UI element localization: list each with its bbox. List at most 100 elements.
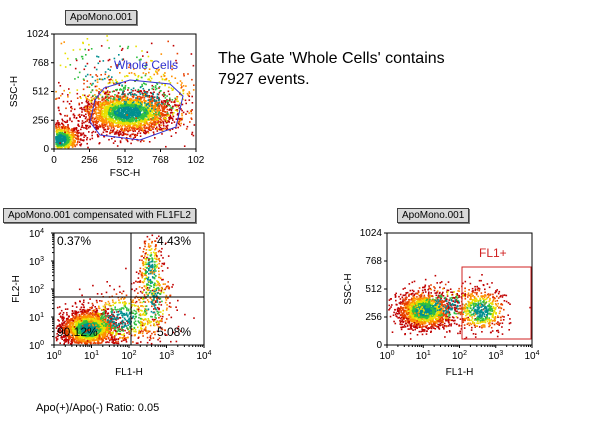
event-dot	[137, 102, 139, 104]
event-dot	[129, 112, 132, 115]
event-dot	[80, 138, 82, 140]
event-dot	[170, 87, 173, 89]
event-dot	[72, 143, 75, 146]
event-dot	[145, 132, 147, 134]
event-dot	[112, 104, 115, 106]
event-dot	[130, 88, 133, 91]
event-dot	[66, 126, 69, 128]
event-dot	[81, 333, 83, 336]
event-dot	[115, 342, 117, 344]
event-dot	[100, 331, 102, 334]
event-dot	[89, 309, 91, 311]
event-dot	[158, 128, 161, 131]
event-dot	[111, 327, 113, 330]
event-dot	[164, 84, 166, 86]
event-dot	[110, 129, 112, 132]
event-dot	[142, 114, 144, 117]
event-dot	[135, 119, 138, 121]
event-dot	[109, 327, 111, 329]
event-dot	[82, 321, 85, 323]
event-dot	[119, 131, 122, 133]
event-dot	[82, 322, 84, 325]
event-dot	[154, 88, 157, 91]
event-dot	[130, 104, 133, 106]
event-dot	[100, 108, 103, 111]
event-dot	[163, 75, 166, 77]
event-dot	[58, 136, 60, 139]
event-dot	[117, 109, 119, 111]
event-dot	[92, 98, 95, 100]
event-dot	[98, 330, 100, 332]
event-dot	[67, 147, 70, 149]
event-dot	[88, 330, 91, 332]
event-dot	[128, 104, 130, 107]
event-dot	[128, 127, 131, 129]
event-dot	[65, 318, 68, 320]
event-dot	[90, 117, 93, 120]
event-dot	[143, 117, 145, 120]
event-dot	[113, 108, 116, 110]
event-dot	[141, 139, 143, 141]
event-dot	[142, 107, 145, 110]
event-dot	[73, 328, 75, 331]
event-dot	[59, 144, 61, 146]
event-dot	[59, 331, 62, 334]
event-dot	[133, 111, 135, 114]
event-dot	[75, 317, 77, 320]
event-dot	[66, 121, 68, 123]
event-dot	[151, 107, 153, 110]
event-dot	[164, 103, 166, 105]
event-dot	[63, 136, 65, 138]
event-dot	[135, 115, 138, 118]
event-dot	[112, 109, 115, 111]
event-dot	[142, 94, 144, 97]
event-dot	[96, 327, 99, 329]
event-dot	[124, 98, 126, 101]
event-dot	[120, 106, 122, 109]
event-dot	[113, 110, 115, 112]
event-dot	[103, 318, 106, 321]
plot1-tab[interactable]: ApoMono.001	[65, 10, 138, 25]
event-dot	[127, 107, 130, 110]
event-dot	[102, 102, 104, 104]
event-dot	[74, 331, 77, 334]
event-dot	[135, 105, 137, 107]
event-dot	[129, 136, 132, 138]
event-dot	[59, 131, 61, 134]
event-dot	[108, 102, 111, 105]
event-dot	[71, 141, 74, 143]
event-dot	[91, 332, 94, 334]
event-dot	[106, 112, 108, 114]
event-dot	[142, 119, 145, 121]
event-dot	[154, 108, 157, 110]
event-dot	[64, 146, 67, 148]
event-dot	[83, 139, 85, 141]
event-dot	[114, 329, 116, 331]
event-dot	[70, 326, 73, 328]
event-dot	[142, 95, 145, 97]
event-dot	[131, 116, 134, 118]
event-dot	[135, 94, 138, 97]
event-dot	[125, 128, 127, 131]
event-dot	[76, 319, 79, 321]
event-dot	[86, 321, 89, 324]
event-dot	[143, 126, 145, 128]
event-dot	[67, 137, 69, 139]
event-dot	[93, 332, 96, 334]
event-dot	[142, 115, 144, 118]
event-dot	[131, 112, 133, 114]
event-dot	[62, 137, 65, 140]
event-dot	[59, 134, 62, 136]
event-dot	[114, 98, 116, 100]
event-dot	[155, 111, 157, 113]
event-dot	[81, 335, 83, 338]
event-dot	[78, 325, 81, 328]
event-dot	[124, 99, 127, 101]
event-dot	[101, 123, 103, 125]
event-dot	[67, 135, 70, 137]
event-dot	[106, 118, 108, 120]
event-dot	[76, 326, 78, 329]
event-dot	[89, 316, 91, 319]
event-dot	[128, 91, 131, 94]
event-dot	[94, 328, 96, 331]
